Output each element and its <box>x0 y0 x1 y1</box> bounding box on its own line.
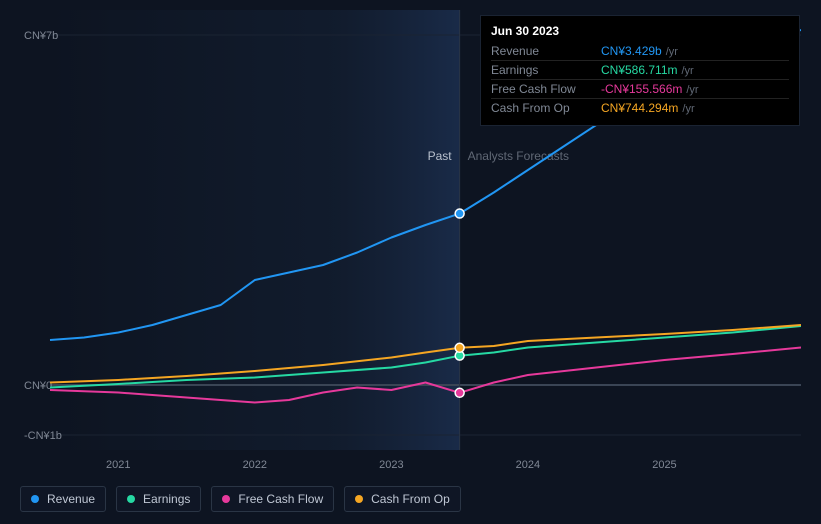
tooltip-unit: /yr <box>666 46 678 58</box>
forecast-region-label: Analysts Forecasts <box>468 149 569 163</box>
tooltip-metric-value: -CN¥155.566m <box>601 82 682 96</box>
tooltip-metric-value: CN¥3.429b <box>601 44 662 58</box>
x-axis-label: 2023 <box>379 459 403 471</box>
legend-dot-icon <box>355 495 363 503</box>
tooltip-row: Cash From OpCN¥744.294m/yr <box>491 98 789 117</box>
series-marker-revenue <box>455 209 464 218</box>
tooltip-row: EarningsCN¥586.711m/yr <box>491 60 789 79</box>
legend-dot-icon <box>31 495 39 503</box>
legend-dot-icon <box>222 495 230 503</box>
tooltip-metric-value: CN¥744.294m <box>601 101 678 115</box>
tooltip-unit: /yr <box>686 84 698 96</box>
tooltip-metric-value: CN¥586.711m <box>601 63 678 77</box>
chart-container: -CN¥1b CN¥0 CN¥7b 2021 2022 2023 2024 2025 Past A… <box>20 0 801 475</box>
tooltip-unit: /yr <box>682 65 694 77</box>
chart-legend: Revenue Earnings Free Cash Flow Cash From O… <box>20 486 461 512</box>
legend-label: Cash From Op <box>371 492 450 506</box>
legend-label: Revenue <box>47 492 95 506</box>
tooltip-date: Jun 30 2023 <box>491 24 789 38</box>
x-axis-label: 2021 <box>106 459 130 471</box>
tooltip-metric-label: Earnings <box>491 63 601 77</box>
tooltip-unit: /yr <box>682 103 694 115</box>
legend-dot-icon <box>127 495 135 503</box>
x-axis-label: 2024 <box>516 459 540 471</box>
series-marker-fcf <box>455 388 464 397</box>
y-axis-label: -CN¥1b <box>24 430 62 442</box>
y-axis-label: CN¥7b <box>24 30 58 42</box>
x-axis-label: 2022 <box>243 459 267 471</box>
tooltip-row: Free Cash Flow-CN¥155.566m/yr <box>491 79 789 98</box>
legend-item-cfo[interactable]: Cash From Op <box>344 486 461 512</box>
tooltip-row: RevenueCN¥3.429b/yr <box>491 42 789 60</box>
series-marker-cfo <box>455 343 464 352</box>
past-region-label: Past <box>428 149 453 163</box>
legend-label: Earnings <box>143 492 190 506</box>
x-axis-label: 2025 <box>652 459 676 471</box>
chart-tooltip: Jun 30 2023 RevenueCN¥3.429b/yrEarningsC… <box>480 15 800 126</box>
tooltip-metric-label: Revenue <box>491 44 601 58</box>
legend-item-revenue[interactable]: Revenue <box>20 486 106 512</box>
legend-item-fcf[interactable]: Free Cash Flow <box>211 486 334 512</box>
tooltip-metric-label: Cash From Op <box>491 101 601 115</box>
tooltip-metric-label: Free Cash Flow <box>491 82 601 96</box>
y-axis-label: CN¥0 <box>24 380 52 392</box>
legend-label: Free Cash Flow <box>238 492 323 506</box>
legend-item-earnings[interactable]: Earnings <box>116 486 201 512</box>
